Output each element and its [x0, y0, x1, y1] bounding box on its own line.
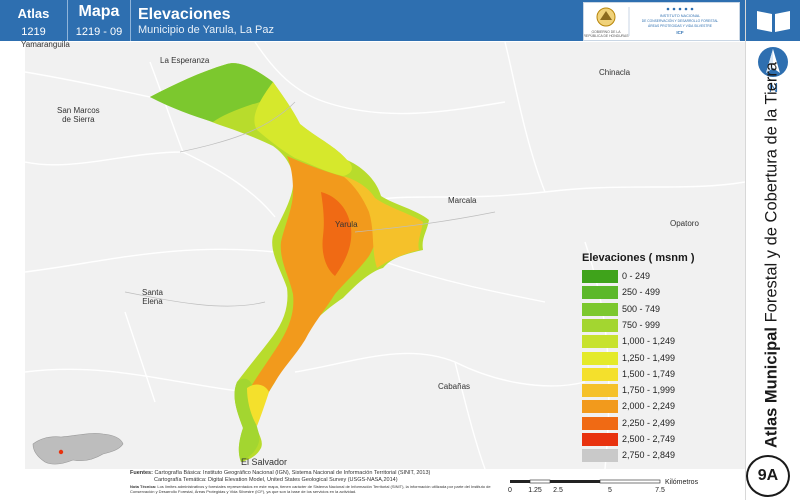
place-yamaranguila: Yamaranguila — [21, 40, 70, 49]
legend-swatch — [582, 270, 618, 283]
mid-elevation-zone — [254, 82, 352, 176]
scale-tick-2: 2.5 — [553, 487, 563, 494]
legend-title: Elevaciones ( msnm ) — [582, 252, 695, 264]
legend-swatch — [582, 351, 618, 365]
map-canvas: Yamaranguila La Esperanza San Marcos de … — [21, 40, 745, 469]
atlas-label: Atlas — [17, 6, 50, 21]
legend-swatch — [582, 416, 618, 430]
place-marcala: Marcala — [448, 196, 477, 205]
scale-tick-3: 5 — [608, 487, 612, 494]
svg-text:ÁREAS PROTEGIDAS Y VIDA SILVES: ÁREAS PROTEGIDAS Y VIDA SILVESTRE — [648, 24, 713, 28]
scale-tick-1: 1.25 — [528, 487, 542, 494]
honduras-outline-icon — [32, 433, 124, 465]
north-label: N — [768, 80, 779, 95]
legend-swatch — [582, 367, 618, 381]
legend-label: 1,500 - 1,749 — [622, 368, 676, 379]
legend-swatch — [582, 318, 618, 332]
south-mid-zone — [247, 384, 269, 426]
vertical-title-bold: Atlas Municipal — [762, 327, 781, 449]
map-header: Atlas 1219 Mapa 1219 - 09 Elevaciones Mu… — [0, 0, 745, 41]
legend-swatch — [582, 400, 618, 414]
vertical-title-rest: Forestal y de Cobertura de la Tierra — [762, 61, 781, 328]
open-book-icon — [757, 11, 790, 32]
north-arrow-icon — [758, 47, 788, 77]
legend-swatch — [582, 286, 618, 300]
legend-label: 0 - 249 — [622, 271, 651, 281]
high-elevation-zone — [248, 156, 378, 418]
legend-label: 2,750 - 2,849 — [622, 450, 676, 461]
scale-bar: 0 1.25 2.5 5 7.5 Kilómetros — [508, 479, 699, 494]
mid-high-zone — [343, 176, 423, 268]
scale-tick-4: 7.5 — [655, 487, 665, 494]
map-cell: Mapa 1219 - 09 — [68, 0, 131, 41]
location-marker-icon — [58, 449, 64, 455]
legend-label: 2,250 - 2,499 — [622, 417, 676, 428]
map-badge: 9A — [746, 455, 790, 497]
fuentes-label: Fuentes: — [130, 470, 153, 476]
svg-text:REPÚBLICA DE HONDURAS: REPÚBLICA DE HONDURAS — [584, 33, 629, 38]
legend-swatch — [582, 449, 618, 463]
legend-label: 1,000 - 1,249 — [622, 336, 676, 347]
place-san-marcos: San Marcos de Sierra — [57, 106, 100, 124]
place-chinacla: Chinacla — [599, 68, 631, 77]
institution-logos: GOBIERNO DE LA REPÚBLICA DE HONDURAS INS… — [583, 2, 740, 41]
place-santa-elena: Santa Elena — [142, 288, 163, 306]
legend-swatch — [582, 433, 618, 446]
right-sidebar: N — [745, 0, 800, 500]
road-network — [124, 101, 496, 307]
atlas-number: 1219 — [21, 26, 46, 38]
vertical-atlas-title: Atlas Municipal Forestal y de Cobertura … — [763, 62, 782, 448]
place-el-salvador: El Salvador — [241, 457, 288, 467]
svg-text:DE CONSERVACIÓN Y DESARROLLO F: DE CONSERVACIÓN Y DESARROLLO FORESTAL — [642, 18, 719, 23]
legend-label: 750 - 999 — [622, 319, 661, 330]
legend-label: 2,000 - 2,249 — [622, 401, 676, 412]
atlas-cell: Atlas 1219 — [0, 0, 68, 41]
logos-graphic: GOBIERNO DE LA REPÚBLICA DE HONDURAS INS… — [583, 7, 719, 38]
legend-label: 250 - 499 — [622, 287, 661, 298]
legend-swatch — [582, 335, 618, 349]
fuentes-line1: Cartografía Básica: Instituto Geográfico… — [154, 470, 431, 476]
scale-unit: Kilómetros — [665, 479, 699, 486]
fuentes-line2: Cartografía Temática: Digital Elevation … — [154, 477, 398, 483]
stars-icon — [666, 7, 694, 11]
inset-locator-map — [32, 433, 124, 465]
south-tail-zone — [234, 378, 260, 462]
legend-swatch — [582, 302, 618, 316]
gov-text: GOBIERNO DE LA — [591, 30, 621, 34]
page-title: Elevaciones — [138, 6, 231, 23]
nota-text: Los límites administrativos y forestales… — [130, 484, 491, 494]
peak-zone — [321, 192, 352, 276]
book-tab — [746, 0, 800, 41]
government-seal-icon — [596, 7, 616, 27]
scale-tick-0: 0 — [508, 487, 512, 494]
legend-label: 1,750 - 1,999 — [622, 385, 676, 396]
place-opatoro: Opatoro — [670, 219, 699, 228]
map-svg — [25, 42, 745, 469]
map-footer: Fuentes: Cartografía Básica: Instituto G… — [130, 470, 500, 494]
legend-label: 1,250 - 1,499 — [622, 352, 676, 363]
legend-label: 2,500 - 2,749 — [622, 434, 676, 444]
map-label: Mapa — [78, 3, 120, 20]
legend-swatch — [582, 384, 618, 398]
svg-text:INSTITUTO NACIONAL: INSTITUTO NACIONAL — [660, 14, 700, 18]
place-yarula: Yarula — [335, 220, 358, 229]
place-la-esperanza: La Esperanza — [160, 56, 210, 65]
place-cabanas: Cabañas — [438, 382, 471, 391]
yarula-elevation-layer — [150, 63, 429, 463]
scale-bar-graphic — [510, 479, 661, 484]
nota-label: Nota Técnica: — [130, 484, 157, 489]
legend-label: 500 - 749 — [622, 303, 661, 314]
municipal-boundaries — [25, 42, 745, 469]
map-number: 1219 - 09 — [75, 26, 123, 38]
page-subtitle: Municipio de Yarula, La Paz — [138, 24, 274, 36]
low-elevation-zone — [150, 63, 274, 122]
institute-acronym: ICF — [676, 30, 684, 35]
